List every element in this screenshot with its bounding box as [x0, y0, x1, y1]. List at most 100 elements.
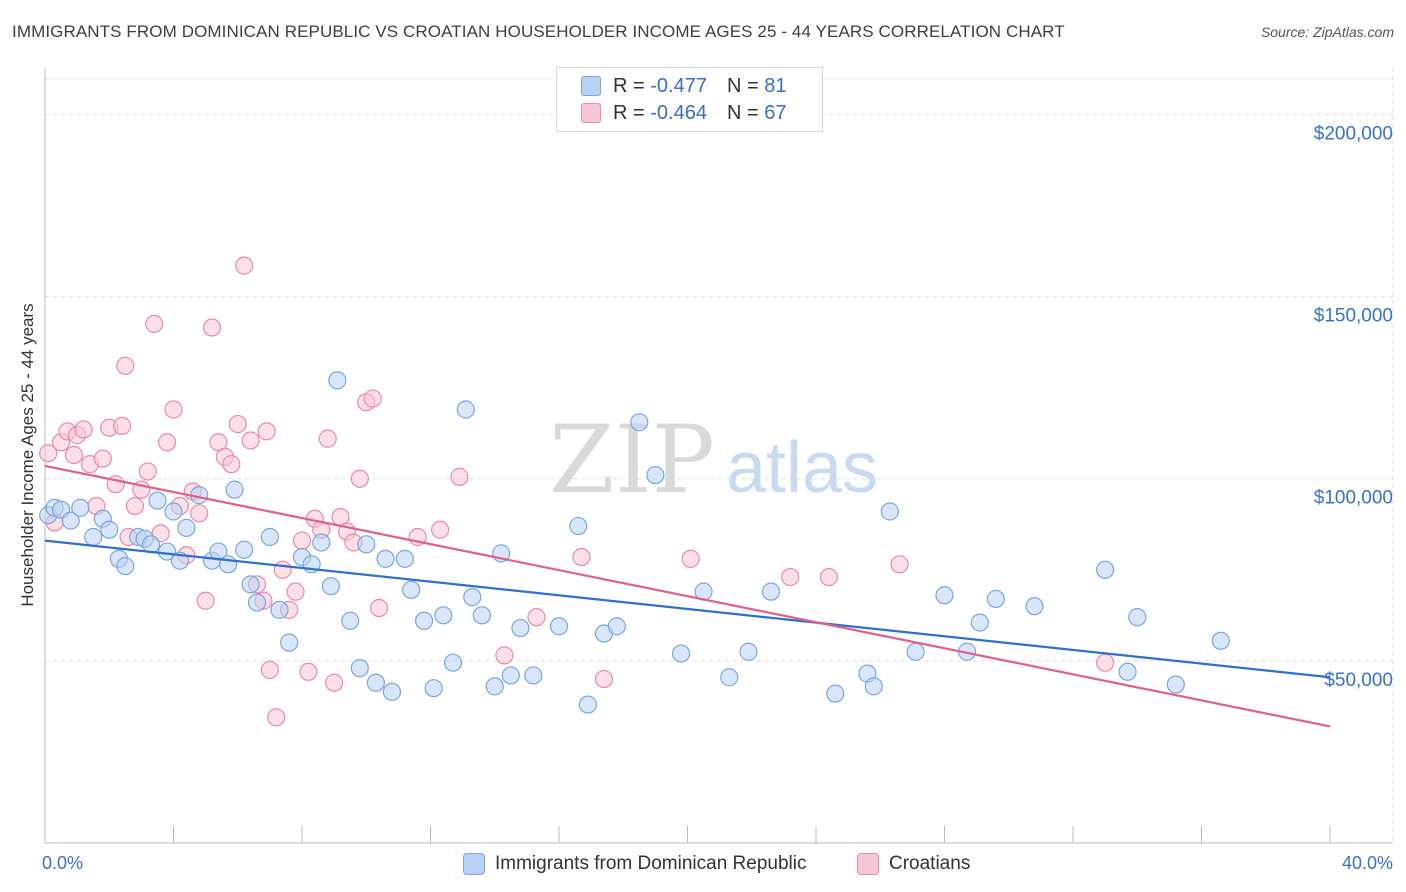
dominican-point [826, 684, 845, 703]
dominican-point [1025, 597, 1044, 616]
dominican-point [1118, 662, 1137, 681]
dominican-point [312, 533, 331, 552]
tick-labels: $50,000 $100,000 $150,000 $200,000 0.0% 40.0% [42, 123, 1393, 873]
watermark: ZIP atlas [549, 406, 878, 515]
dominican-point [225, 480, 244, 499]
croatians-point [495, 646, 514, 665]
croatians-point [138, 462, 157, 481]
dominican-point [350, 659, 369, 678]
croatians-point [112, 416, 132, 435]
dominican-point [463, 588, 482, 607]
dominican-point [376, 549, 395, 568]
croatians-point [116, 356, 135, 375]
legend-n-value: 67 [764, 101, 787, 124]
croatians-point [781, 567, 800, 587]
dominican-point [157, 542, 177, 561]
grid-lines [45, 68, 1394, 843]
dominican-point [424, 679, 443, 698]
dominican-point [501, 666, 520, 685]
dominican-point [395, 549, 414, 568]
dominican-point [280, 633, 299, 652]
legend-r-label: R = [613, 101, 645, 124]
dominican-point [472, 606, 491, 625]
y-axis-label: Householder Income Ages 25 - 44 years [18, 303, 37, 607]
dominican-point [456, 400, 475, 419]
croatians-point [450, 467, 469, 486]
chart-source: Source: ZipAtlas.com [1260, 24, 1394, 40]
croatians-point [273, 560, 292, 579]
dominican-point [906, 642, 925, 661]
dominican-point [761, 582, 781, 601]
croatians-point [1096, 653, 1115, 672]
croatians-point [527, 608, 546, 627]
bottom-legend-dominican: Immigrants from Dominican Republic [463, 851, 807, 877]
dominican-point [720, 668, 739, 687]
dominican-point [116, 557, 135, 576]
croatians-point [431, 520, 450, 539]
croatians-point [64, 445, 84, 465]
dominican-point [986, 589, 1006, 609]
legend-r-label: R = [613, 74, 645, 97]
dominican-points [39, 371, 1230, 714]
croatians-point [292, 531, 312, 550]
croatians-point [325, 673, 344, 692]
legend-row-dominican: R = -0.477 N = 81 [581, 73, 786, 99]
dominican-point [247, 593, 267, 612]
dominican-point [260, 527, 279, 547]
dominican-point [177, 518, 196, 537]
croatians-point [228, 414, 247, 434]
croatians-point [157, 433, 177, 452]
y-tick-label: $200,000 [1314, 123, 1393, 144]
dominican-point [164, 502, 183, 521]
croatians-point [93, 449, 112, 468]
croatians-points [39, 256, 1115, 727]
legend-n-value: 81 [764, 74, 787, 97]
dominican-point [357, 535, 376, 554]
y-tick-label: $100,000 [1314, 488, 1393, 509]
croatians-point [241, 431, 260, 450]
legend-row-croatians: R = -0.464 N = 67 [581, 100, 786, 126]
dominican-point [71, 498, 90, 517]
croatians-point [286, 582, 305, 601]
croatians-point [363, 389, 382, 408]
croatians-point [222, 455, 241, 474]
dominican-point [341, 611, 360, 630]
croatians-point [890, 555, 909, 574]
croatians-point [370, 598, 389, 618]
dominican-point [607, 617, 626, 636]
dominican-point [100, 520, 119, 539]
bottom-legend-swatch-pink [857, 853, 879, 875]
dominican-point [270, 600, 289, 619]
dominican-point [1128, 608, 1147, 627]
croatians-point [164, 400, 183, 419]
dominican-point [511, 618, 530, 638]
dominican-point [569, 516, 588, 536]
axes [44, 68, 1393, 844]
croatians-point [260, 660, 279, 680]
trend-lines [44, 464, 1331, 728]
croatians-point [190, 504, 209, 523]
dominican-point [434, 606, 453, 625]
croatians-point [125, 496, 145, 516]
croatians-point [572, 547, 591, 567]
croatians-point [196, 591, 215, 610]
chart-title: IMMIGRANTS FROM DOMINICAN REPUBLIC VS CR… [12, 22, 1065, 41]
legend-n-label: N = [726, 74, 759, 97]
y-tick-label: $50,000 [1324, 670, 1393, 691]
croatians-point [74, 420, 93, 439]
croatians-point [350, 469, 369, 488]
croatians-point [681, 549, 700, 568]
correlation-legend: R = -0.477 N = 81 R = -0.464 N = 67 [556, 67, 823, 132]
croatians-point [299, 662, 318, 681]
dominican-point [739, 642, 758, 661]
dominican-trend-line [44, 539, 1331, 679]
croatians-point [819, 567, 838, 587]
dominican-point [241, 575, 260, 594]
croatians-point [202, 318, 222, 337]
legend-n-label: N = [726, 101, 759, 124]
dominican-point [148, 491, 167, 510]
y-tick-label: $150,000 [1314, 306, 1393, 327]
croatians-point [145, 314, 164, 333]
croatians-trend-line [44, 464, 1331, 728]
dominican-point [366, 673, 385, 692]
